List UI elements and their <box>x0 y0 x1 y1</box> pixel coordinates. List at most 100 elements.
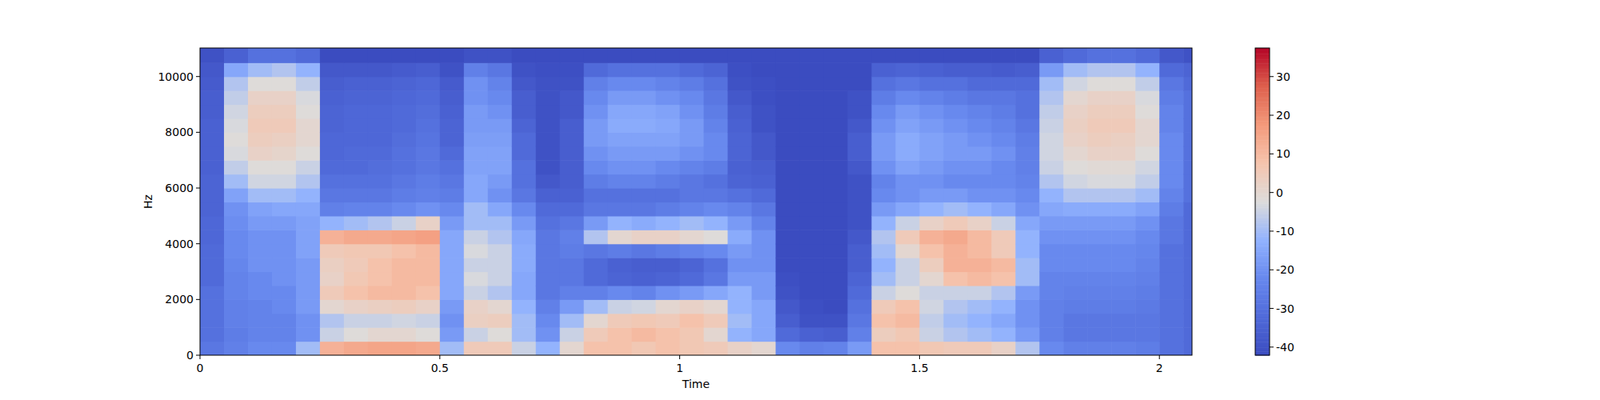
cell <box>296 313 321 328</box>
cell <box>296 62 321 77</box>
cell <box>943 272 968 287</box>
cell <box>296 272 321 287</box>
cell <box>416 341 441 356</box>
cell <box>584 132 609 147</box>
cell <box>632 48 657 64</box>
cell <box>248 104 273 120</box>
cell <box>1159 313 1184 328</box>
cell <box>1183 174 1192 189</box>
cell <box>608 216 633 231</box>
cell <box>967 272 992 287</box>
cell <box>871 174 896 189</box>
cell <box>1063 229 1088 244</box>
cell <box>608 132 633 147</box>
cell <box>392 327 417 342</box>
cell <box>1063 90 1088 105</box>
cell <box>224 118 249 133</box>
cell <box>680 244 705 259</box>
cell <box>704 146 729 161</box>
cell <box>919 90 944 105</box>
cell <box>1159 188 1184 203</box>
cell <box>440 257 465 272</box>
cell <box>967 118 992 133</box>
cell <box>224 188 249 203</box>
cell <box>1183 257 1192 272</box>
cell <box>1159 90 1184 105</box>
cell <box>392 132 417 147</box>
cell <box>416 188 441 203</box>
cell <box>991 104 1016 120</box>
cell <box>991 257 1016 272</box>
cell <box>320 229 345 244</box>
cell <box>991 299 1016 314</box>
cell <box>344 272 369 287</box>
cell <box>320 118 345 133</box>
cell <box>368 90 393 105</box>
cell <box>200 327 225 342</box>
cell <box>1039 118 1064 133</box>
cell <box>776 216 801 231</box>
cell <box>800 244 825 259</box>
cell <box>392 341 417 356</box>
cell <box>991 160 1016 175</box>
colorbar-tick-label: -40 <box>1276 340 1295 354</box>
cell <box>1135 62 1160 77</box>
cell <box>272 285 297 300</box>
cell <box>440 174 465 189</box>
cell <box>967 244 992 259</box>
cell <box>991 146 1016 161</box>
cell <box>1015 188 1040 203</box>
cell <box>943 299 968 314</box>
cell <box>272 257 297 272</box>
cell <box>919 132 944 147</box>
cell <box>1087 229 1112 244</box>
cell <box>752 327 777 342</box>
cell <box>919 146 944 161</box>
y-tick-label: 6000 <box>164 181 194 195</box>
cell <box>895 188 920 203</box>
cell <box>1039 160 1064 175</box>
cell <box>728 104 753 120</box>
cell <box>1159 229 1184 244</box>
cell <box>344 48 369 64</box>
cell <box>344 76 369 92</box>
cell <box>224 257 249 272</box>
cell <box>991 216 1016 231</box>
cell <box>728 118 753 133</box>
cell <box>800 327 825 342</box>
cell <box>728 48 753 64</box>
cell <box>800 229 825 244</box>
cell <box>560 146 585 161</box>
cell <box>608 313 633 328</box>
cell <box>1015 62 1040 77</box>
cell <box>512 62 537 77</box>
cell <box>368 216 393 231</box>
cell <box>272 244 297 259</box>
cell <box>823 313 848 328</box>
cell <box>248 146 273 161</box>
cell <box>512 201 537 216</box>
cell <box>1015 285 1040 300</box>
cell <box>871 257 896 272</box>
cell <box>320 160 345 175</box>
cell <box>656 229 681 244</box>
cell <box>320 216 345 231</box>
cell <box>728 216 753 231</box>
cell <box>416 62 441 77</box>
cell <box>1135 299 1160 314</box>
cell <box>871 229 896 244</box>
cell <box>608 146 633 161</box>
cell <box>1135 216 1160 231</box>
cell <box>344 90 369 105</box>
cell <box>704 285 729 300</box>
cell <box>248 229 273 244</box>
cell <box>871 132 896 147</box>
cell <box>224 146 249 161</box>
cell <box>272 48 297 64</box>
cell <box>847 76 872 92</box>
cell <box>224 90 249 105</box>
cell <box>847 118 872 133</box>
cell <box>752 76 777 92</box>
cell <box>632 285 657 300</box>
cell <box>536 201 561 216</box>
